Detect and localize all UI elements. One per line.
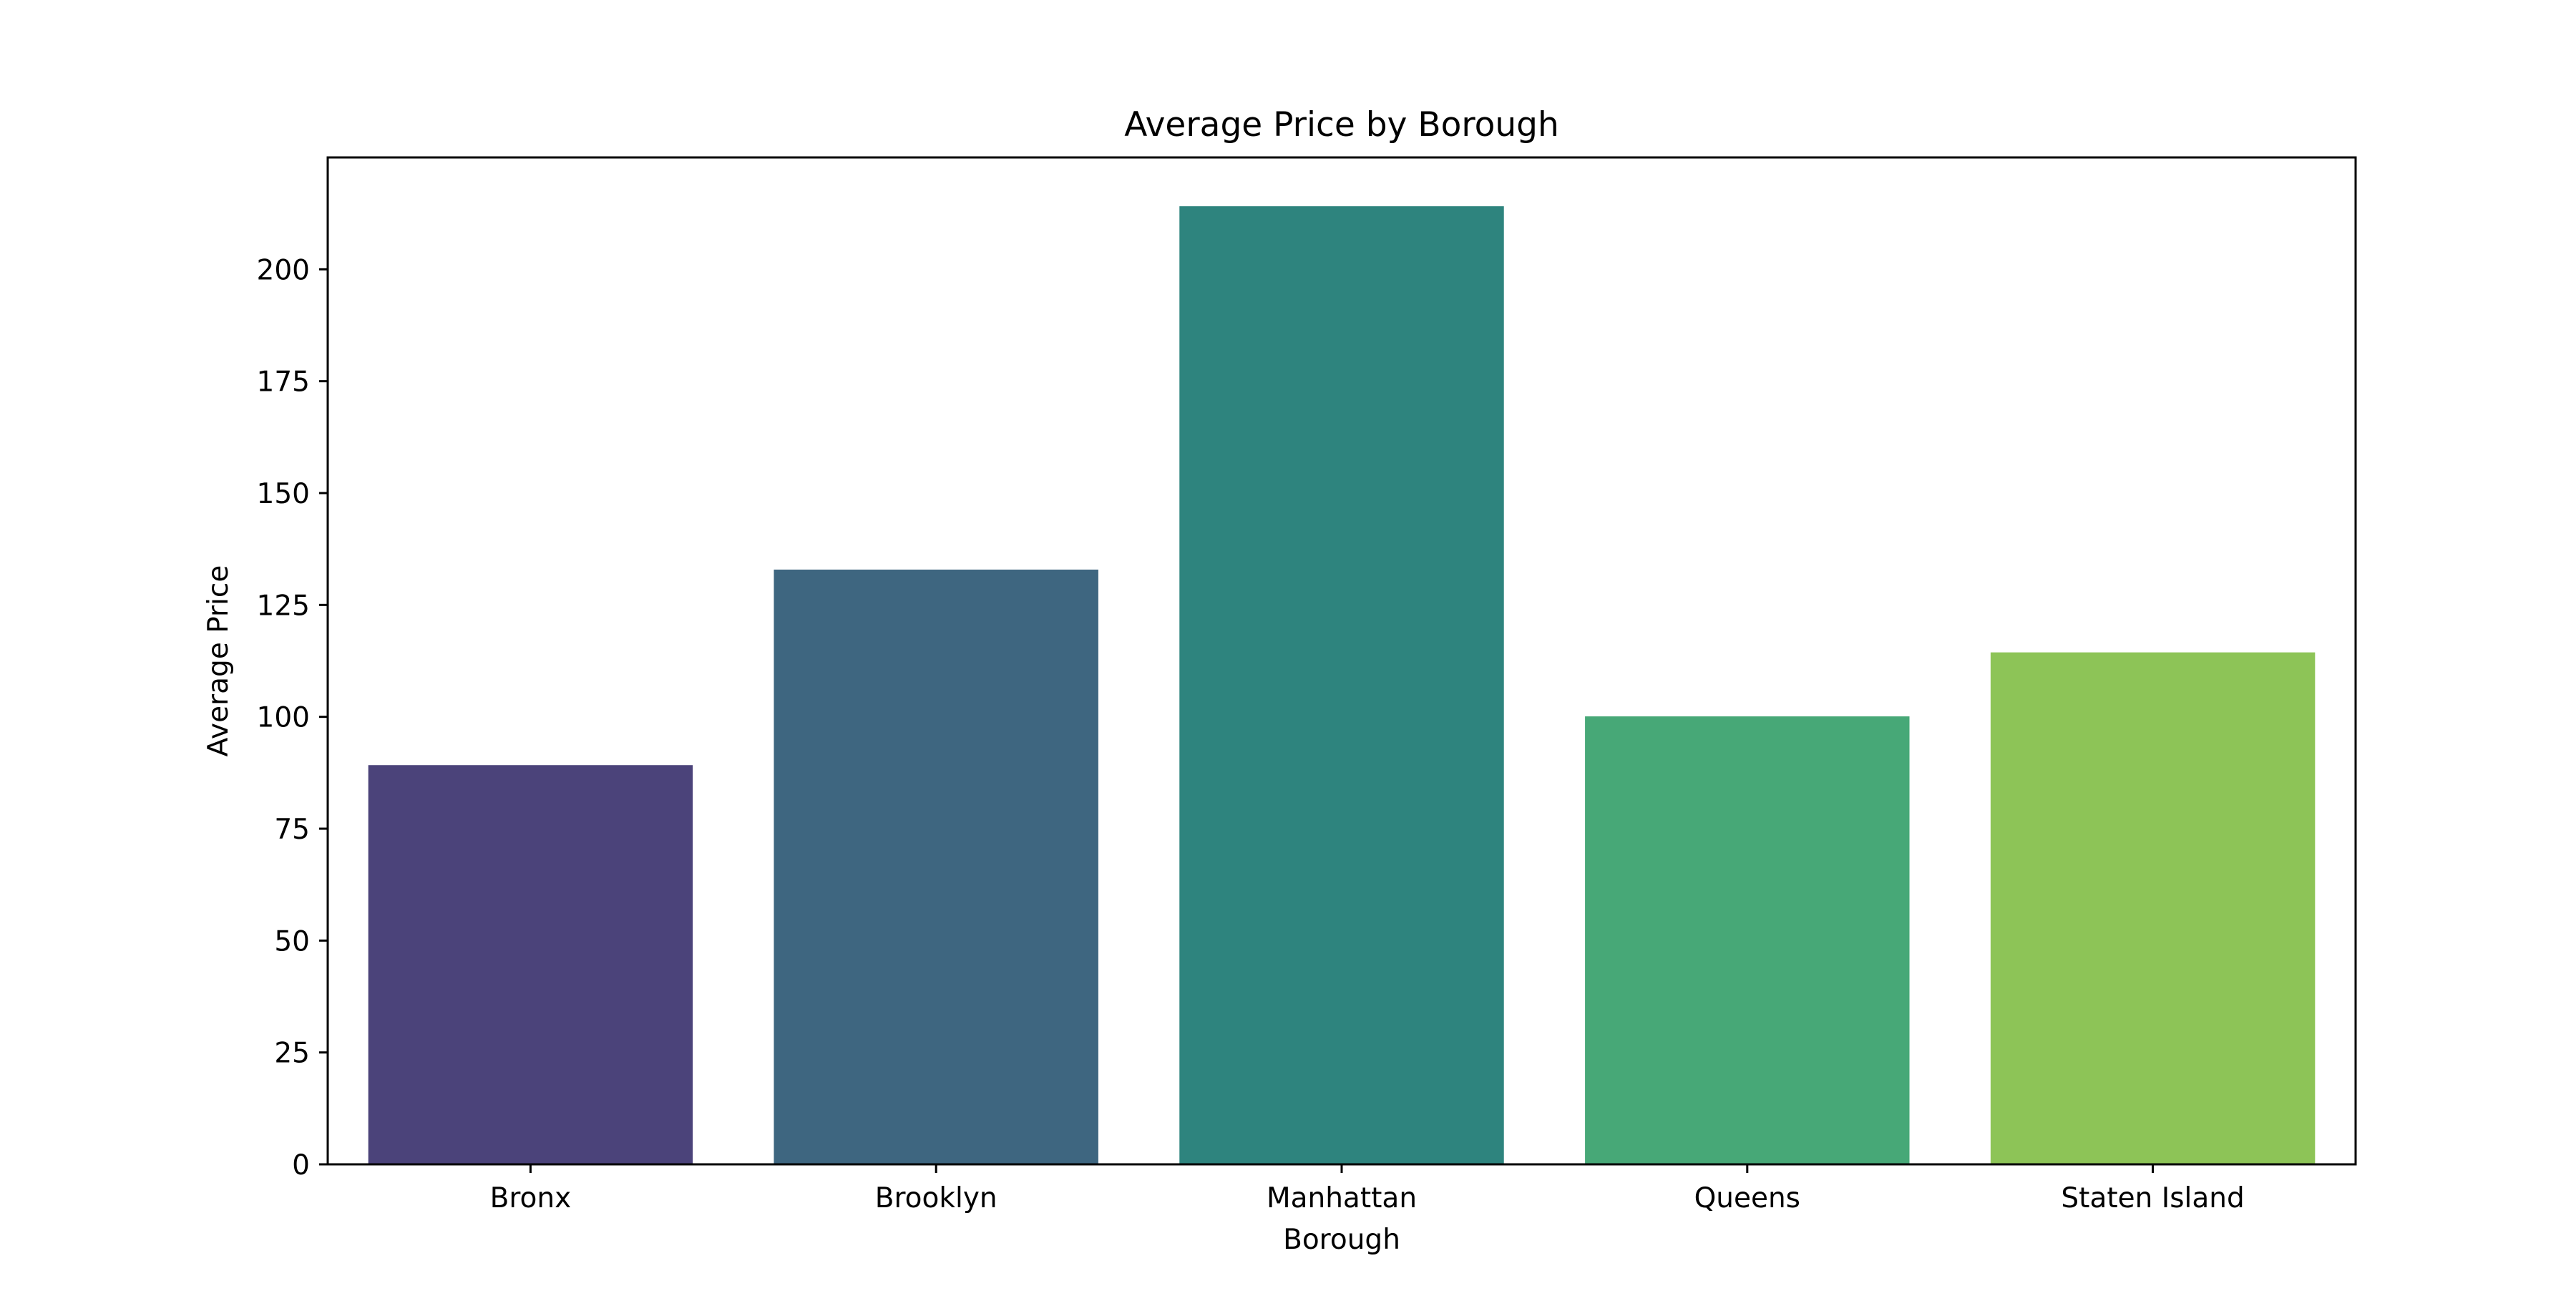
y-tick-label: 0 <box>292 1149 310 1182</box>
bar-bronx <box>368 765 693 1164</box>
x-axis-ticks: Bronx Brooklyn Manhattan Queens Staten Islan… <box>490 1164 2245 1214</box>
x-tick-label: Staten Island <box>2061 1182 2244 1214</box>
y-tick-label: 200 <box>257 254 310 286</box>
y-axis-ticks: 0 25 50 75 100 125 150 175 200 <box>257 254 328 1182</box>
plot-frame <box>326 156 2357 1166</box>
x-axis-label: Borough <box>1283 1224 1400 1256</box>
x-tick-label: Brooklyn <box>875 1182 997 1214</box>
y-tick-label: 100 <box>257 702 310 734</box>
y-tick-label: 75 <box>274 814 310 846</box>
y-tick-label: 175 <box>257 366 310 399</box>
x-tick-label: Bronx <box>490 1182 572 1214</box>
y-tick-label: 125 <box>257 590 310 622</box>
bar-brooklyn <box>774 569 1098 1164</box>
bar-queens <box>1585 716 1910 1164</box>
bars-layer <box>368 206 2316 1164</box>
y-tick-label: 50 <box>274 925 310 958</box>
x-tick-label: Manhattan <box>1267 1182 1417 1214</box>
chart-title: Average Price by Borough <box>1124 105 1559 145</box>
y-tick-label: 25 <box>274 1038 310 1070</box>
bar-manhattan <box>1179 206 1504 1164</box>
bar-staten-island <box>1990 652 2316 1164</box>
y-axis-label: Average Price <box>203 565 235 757</box>
y-tick-label: 150 <box>257 478 310 510</box>
x-tick-label: Queens <box>1694 1182 1800 1214</box>
